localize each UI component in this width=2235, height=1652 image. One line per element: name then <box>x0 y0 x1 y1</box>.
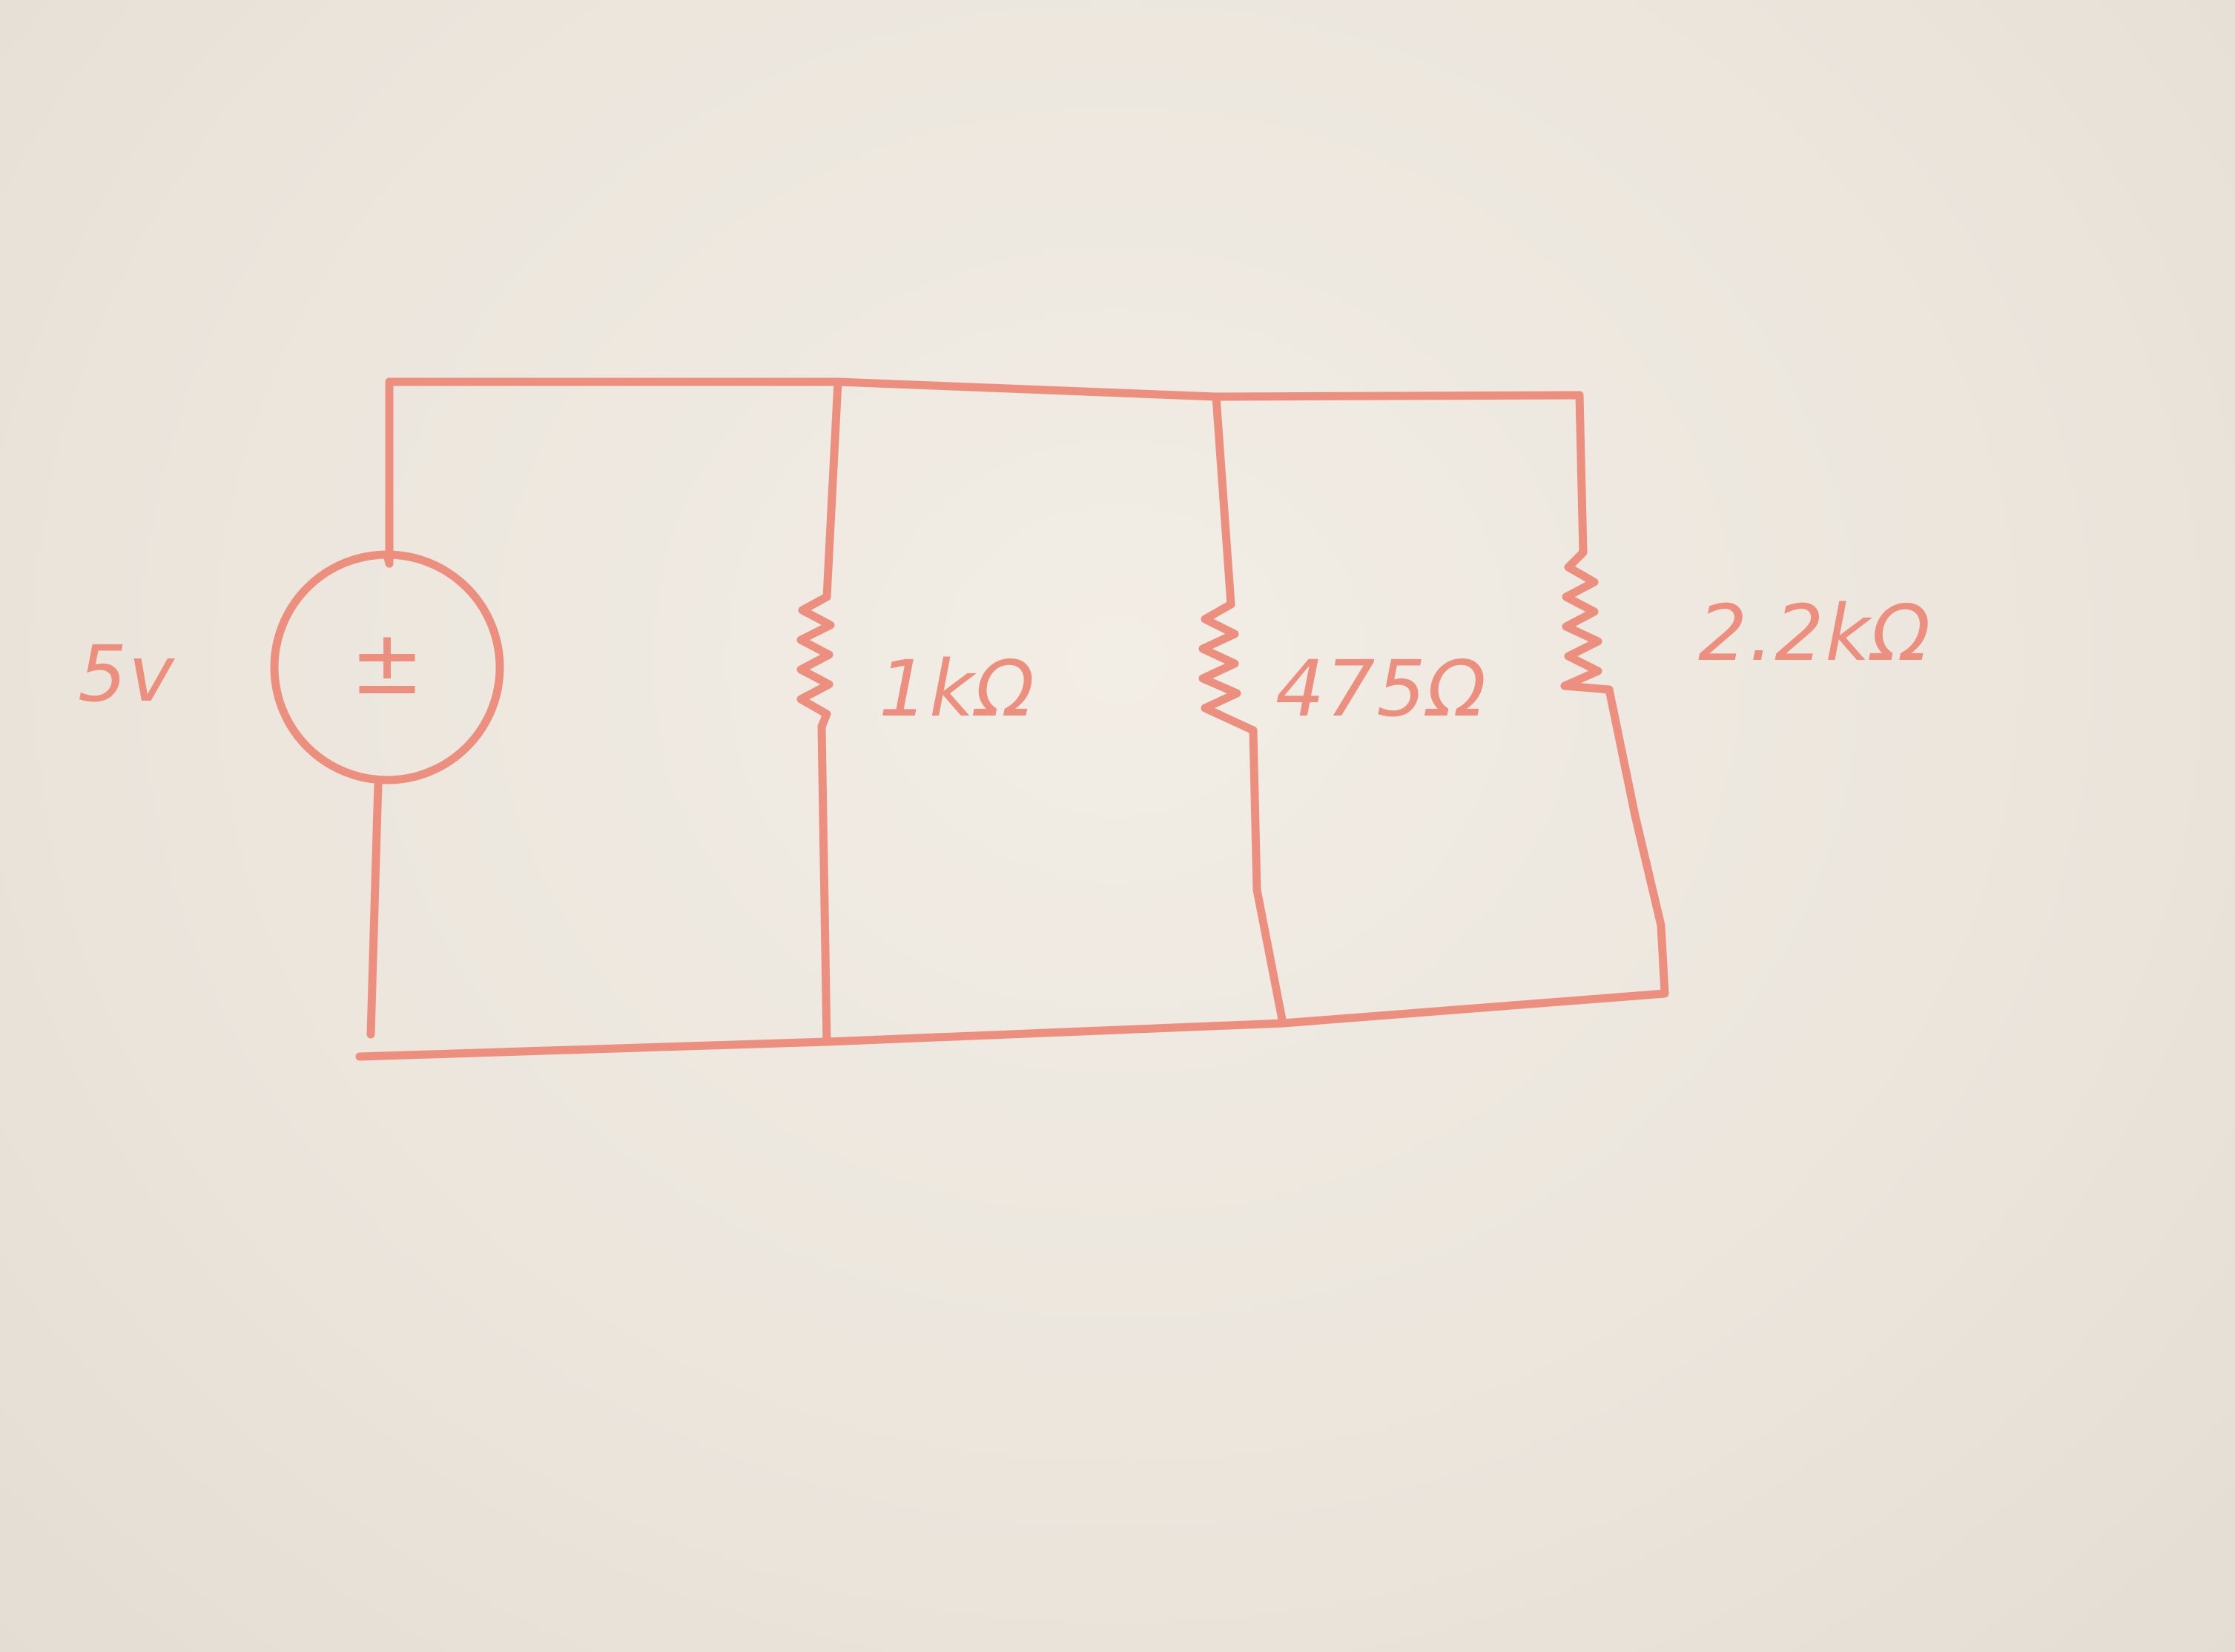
branch-1-top <box>822 377 842 601</box>
resistor-2-zigzag <box>1198 600 1258 735</box>
branch-3-top <box>1575 391 1588 557</box>
branch-3-bottom <box>1605 685 1665 930</box>
resistor-2-icon <box>1198 600 1258 735</box>
resistor-1-icon <box>796 592 835 731</box>
resistor-3-zigzag <box>1560 548 1614 694</box>
resistor-3-icon <box>1560 548 1614 694</box>
bottom-wire <box>355 921 1669 1061</box>
source-voltage-label: 5v <box>78 629 176 719</box>
source-top-lead <box>383 550 394 568</box>
branch-1-bottom <box>817 722 831 1046</box>
top-wire <box>385 377 1584 568</box>
branch-2-bottom <box>1249 726 1287 1028</box>
resistor-1-label: 1kΩ <box>879 644 1036 734</box>
source-bottom-lead <box>366 778 383 1039</box>
resistor-2-label: 475Ω <box>1275 644 1488 734</box>
polarity-symbol: ± <box>350 612 425 715</box>
branch-2-top <box>1212 392 1235 609</box>
resistor-1-zigzag <box>796 592 835 731</box>
resistor-3-label: 2.2kΩ <box>1698 588 1932 678</box>
circuit-wires <box>355 377 1669 1061</box>
voltage-source-icon: ± <box>270 550 504 784</box>
